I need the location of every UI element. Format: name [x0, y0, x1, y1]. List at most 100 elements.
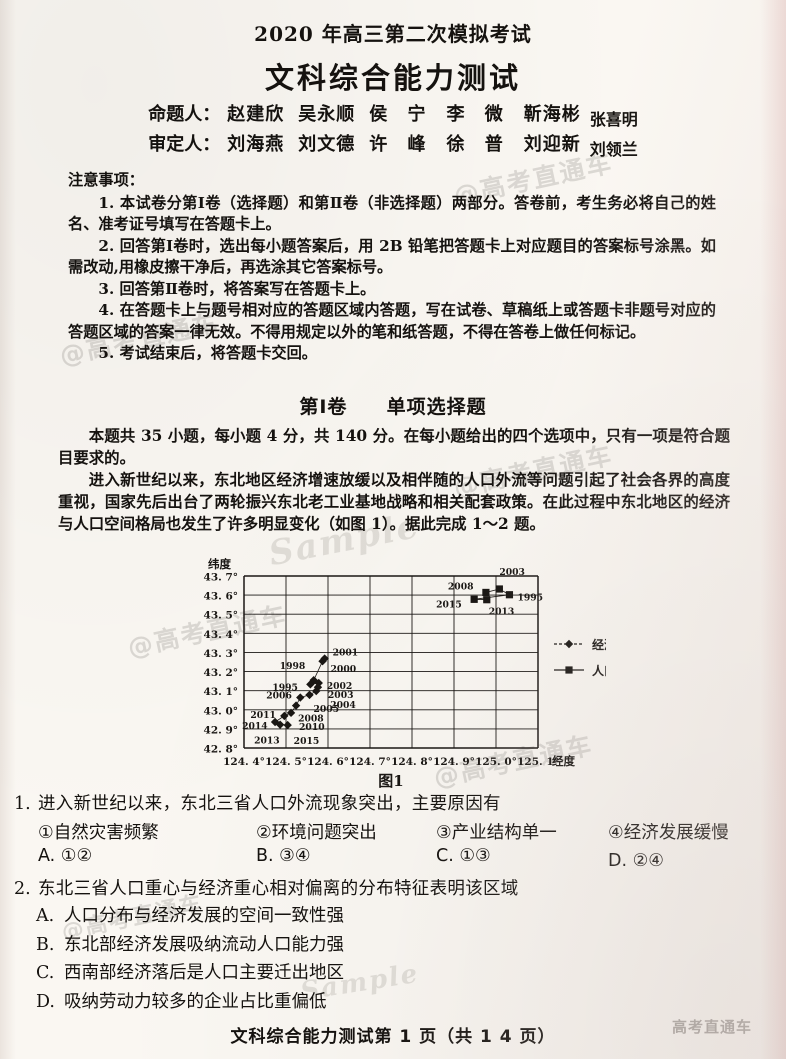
chart-xtick-label: 125. 0°	[475, 756, 517, 768]
notice-title: 注意事项：	[68, 171, 144, 189]
question-2-choice-d[interactable]: D. 吸纳劳动力较多的企业占比重偏低	[36, 988, 774, 1017]
question-2-choice-c-letter: C.	[36, 963, 55, 983]
question-2-choice-b[interactable]: B. 东北部经济发展吸纳流动人口能力强	[36, 931, 774, 960]
chart-point-marker	[470, 595, 478, 603]
question-1-choice-b[interactable]: B. ③④	[256, 846, 311, 866]
section-instructions: 本题共 35 小题，每小题 4 分，共 140 分。在每小题给出的四个选项中，只…	[58, 427, 730, 467]
exam-session-line: 2020 年高三第二次模拟考试	[254, 22, 532, 46]
chart-point-label: 1998	[280, 661, 306, 672]
setter-name-1: 赵建欣	[227, 104, 285, 125]
chart-point-marker	[482, 588, 490, 597]
reviewer-name-5: 刘迎新	[523, 134, 581, 155]
question-1-statement-1: ①自然灾害频繁	[38, 823, 159, 843]
legend-marker	[565, 666, 573, 674]
figure-1-scatter-chart: 42. 8° 42. 9° 43. 0° 43. 1° 43. 2° 43. 3° 43. …	[196, 552, 606, 790]
chart-title: 图1	[378, 772, 403, 790]
reviewer-name-4: 徐 普	[446, 134, 510, 155]
chart-point-label: 2003	[328, 690, 354, 701]
setter-name-5: 靳海彬	[523, 104, 581, 125]
chart-ytick-label: 43. 1°	[204, 686, 238, 698]
chart-point-label: 2005	[314, 704, 340, 715]
chart-point-marker	[275, 720, 285, 729]
chart-ytick-label: 43. 3°	[204, 648, 238, 660]
question-2-choice-a-text: 人口分布与经济发展的空间一致性强	[64, 906, 344, 926]
legend-label: 经济重心	[592, 637, 606, 652]
setter-name-3: 侯 宁	[369, 104, 433, 125]
notice-item-2: 2. 回答第Ⅰ卷时，选出每小题答案后，用 2B 铅笔把答题卡上对应题目的答案标号…	[68, 236, 716, 277]
chart-point-marker	[283, 720, 292, 730]
chart-point-marker	[483, 596, 491, 604]
question-2-choice-b-text: 东北部经济发展吸纳流动人口能力强	[64, 934, 344, 955]
chart-point-label: 2015	[436, 599, 462, 610]
question-1-choice-d[interactable]: D. ②④	[608, 851, 664, 871]
notice-item-3: 3. 回答第Ⅱ卷时，将答案写在答题卡上。	[98, 279, 376, 298]
reviewer-name-2: 刘文德	[298, 134, 356, 155]
chart-ytick-label: 43. 4°	[204, 629, 238, 641]
chart-xtick-label: 124. 7°	[349, 756, 391, 768]
chart-point-label: 2004	[330, 700, 356, 711]
legend-label: 人口重心	[592, 663, 606, 678]
question-1-choice-c[interactable]: C. ①③	[436, 846, 491, 866]
question-2-choice-b-letter: B.	[36, 934, 55, 955]
chart-xlabel: 经度	[552, 754, 575, 768]
chart-point-label: 2001	[333, 648, 359, 659]
chart-point-marker	[280, 711, 289, 721]
question-1-statement-4: ④经济发展缓慢	[608, 823, 729, 843]
notice-item-1: 1. 本试卷分第Ⅰ卷（选择题）和第Ⅱ卷（非选择题）两部分。答卷前，考生务必将自己…	[68, 193, 716, 234]
chart-point-marker	[314, 678, 323, 688]
chart-ylabel: 纬度	[208, 557, 231, 571]
chart-point-label: 2008	[448, 581, 474, 592]
chart-xtick-label: 124. 4°	[223, 756, 265, 768]
chart-xtick-label: 124. 8°	[391, 756, 433, 768]
chart-point-label: 1995	[517, 593, 543, 604]
question-2-choice-d-letter: D.	[36, 991, 55, 1012]
chart-point-label: 2013	[254, 736, 280, 747]
chart-point-label: 2014	[242, 721, 268, 732]
section-label-right: 单项选择题	[386, 396, 487, 418]
setter-label: 命题人：	[148, 104, 221, 125]
chart-ytick-label: 43. 0°	[204, 705, 238, 717]
question-2-options: A. 人口分布与经济发展的空间一致性强 B. 东北部经济发展吸纳流动人口能力强 …	[36, 902, 774, 1016]
question-2-choice-c-text: 西南部经济落后是人口主要迁出地区	[64, 963, 344, 983]
chart-ytick-label: 43. 5°	[204, 610, 238, 622]
reviewer-byline: 审定人： 刘海燕 刘文德许 峰徐 普刘迎新 刘领兰	[0, 130, 786, 159]
chart-point-label: 2013	[489, 607, 515, 618]
chart-point-label: 1995	[272, 682, 298, 693]
chart-xtick-label: 124. 6°	[307, 756, 349, 768]
question-2-choice-a[interactable]: A. 人口分布与经济发展的空间一致性强	[36, 902, 774, 931]
setter-name-2: 吴永顺	[298, 104, 356, 125]
chart-point-marker	[296, 693, 305, 702]
section-intro: 本题共 35 小题，每小题 4 分，共 140 分。在每小题给出的四个选项中，只…	[58, 425, 730, 535]
chart-point-label: 2006	[266, 691, 292, 702]
notice-block: 注意事项： 1. 本试卷分第Ⅰ卷（选择题）和第Ⅱ卷（非选择题）两部分。答卷前，考…	[68, 170, 716, 365]
chart-ytick-label: 42. 8°	[204, 744, 238, 756]
section-label-left: 第Ⅰ卷	[299, 396, 348, 418]
chart-xtick-label: 124. 9°	[433, 756, 475, 768]
chart-svg: 42. 8° 42. 9° 43. 0° 43. 1° 43. 2° 43. 3° 43. …	[204, 557, 606, 790]
chart-point-label: 2000	[331, 664, 357, 675]
question-1-statement-3: ③产业结构单一	[436, 823, 557, 843]
reviewer-name-1: 刘海燕	[227, 134, 285, 155]
chart-point-label: 2008	[298, 714, 324, 725]
setter-name-4: 李 微	[446, 104, 510, 125]
question-1-stem-line: 1. 进入新世纪以来，东北三省人口外流现象突出，主要原因有	[14, 790, 774, 815]
chart-xtick-label: 124. 5°	[265, 756, 307, 768]
chart-xtick-label: 125. 1°	[517, 756, 559, 768]
chart-point-label: 2003	[499, 567, 525, 578]
chart-point-marker	[291, 701, 301, 710]
question-2-stem: 东北三省人口重心与经济重心相对偏离的分布特征表明该区域	[38, 879, 519, 899]
reviewer-label: 审定人：	[148, 134, 221, 155]
chart-point-label: 2002	[327, 681, 353, 692]
question-1-choice-a[interactable]: A. ①②	[38, 846, 93, 866]
reviewer-name-3: 许 峰	[369, 134, 433, 155]
question-1-number: 1.	[14, 794, 31, 814]
question-2-choice-d-text: 吸纳劳动力较多的企业占比重偏低	[64, 991, 327, 1012]
chart-point-label: 2011	[250, 710, 276, 721]
notice-item-4: 4. 在答题卡上与题号相对应的答题区域内答题，写在试卷、草稿纸上或答题卡非题号对…	[68, 301, 716, 341]
setter-byline: 命题人： 赵建欣 吴永顺侯 宁李 微靳海彬 张喜明	[0, 100, 786, 129]
section-heading: 第Ⅰ卷 单项选择题	[0, 392, 786, 419]
chart-point-marker	[495, 585, 503, 593]
question-1-statement-2: ②环境问题突出	[256, 823, 377, 843]
question-2-choice-c[interactable]: C. 西南部经济落后是人口主要迁出地区	[36, 959, 774, 988]
